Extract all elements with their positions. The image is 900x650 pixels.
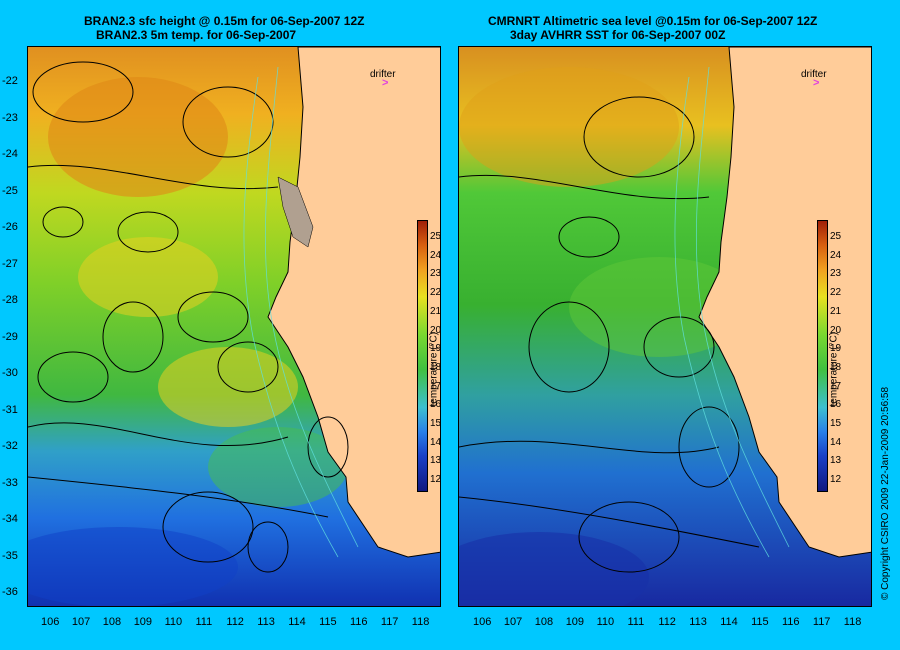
x-tick-label: 106 <box>473 616 492 628</box>
colorbar-tick-label: 21 <box>430 305 441 317</box>
colorbar-tick-label: 19 <box>430 343 441 355</box>
right-map-svg <box>459 47 871 606</box>
x-tick-label: 112 <box>658 616 676 628</box>
y-tick-label: -24 <box>2 148 18 160</box>
colorbar-tick-label: 22 <box>430 287 441 299</box>
x-tick-label: 106 <box>41 616 60 628</box>
x-tick-label: 107 <box>71 616 91 628</box>
x-tick-label: 117 <box>812 616 831 628</box>
colorbar-tick-label: 18 <box>830 361 842 373</box>
x-tick-label: 114 <box>720 616 738 628</box>
right-title-line2: 3day AVHRR SST for 06-Sep-2007 00Z <box>510 28 726 42</box>
x-tick-label: 117 <box>380 616 399 628</box>
y-tick-label: -30 <box>2 367 18 379</box>
right-map-panel: temperature (°C) 25 24 23 22 21 20 19 18 17 16 15 1… <box>458 46 872 607</box>
colorbar-tick-label: 20 <box>830 324 842 336</box>
colorbar-tick-label: 24 <box>830 249 842 261</box>
colorbar-tick-label: 21 <box>830 305 842 317</box>
colorbar-tick-label: 24 <box>430 249 441 261</box>
x-tick-label: 107 <box>503 616 523 628</box>
left-colorbar: temperature (°C) <box>417 220 440 492</box>
colorbar-tick-label: 15 <box>430 418 441 429</box>
x-tick-label: 109 <box>565 616 585 628</box>
y-tick-label: -23 <box>2 111 18 124</box>
colorbar-tick-label: 15 <box>830 418 842 429</box>
y-tick-label: -22 <box>2 75 18 87</box>
x-tick-label: 108 <box>534 616 554 628</box>
x-tick-label: 108 <box>102 616 122 628</box>
x-tick-label: 118 <box>843 616 862 628</box>
y-tick-label: -35 <box>2 549 18 562</box>
y-tick-label: -28 <box>2 294 18 306</box>
x-tick-label: 110 <box>596 616 615 628</box>
colorbar-tick-label: 16 <box>830 399 842 411</box>
x-tick-label: 111 <box>627 616 645 628</box>
left-map-panel: temperature (°C) 25 24 23 22 21 20 19 18 17 16 15 1… <box>27 46 441 607</box>
left-title-line1: BRAN2.3 sfc height @ 0.15m for 06-Sep-20… <box>84 14 365 28</box>
x-tick-label: 115 <box>319 616 337 628</box>
right-colorbar: temperature (°C) <box>817 220 840 492</box>
colorbar-tick-label: 16 <box>430 399 441 411</box>
copyright-text: © Copyright CSIRO 2009 22-Jan-2009 20:56… <box>880 386 891 600</box>
colorbar-tick-label: 19 <box>830 343 842 355</box>
colorbar-tick-label: 25 <box>830 231 842 242</box>
x-tick-label: 114 <box>288 616 306 628</box>
y-tick-label: -31 <box>2 403 18 416</box>
x-tick-label: 115 <box>751 616 769 628</box>
x-tick-label: 118 <box>411 616 430 628</box>
x-tick-label: 116 <box>350 616 368 628</box>
colorbar-tick-label: 18 <box>430 361 441 373</box>
y-tick-label: -26 <box>2 221 18 233</box>
colorbar-tick-label: 23 <box>430 268 441 280</box>
left-drifter-label: drifter <box>370 69 396 80</box>
x-tick-label: 110 <box>164 616 183 628</box>
y-tick-label: -29 <box>2 330 18 343</box>
left-map-svg <box>28 47 440 606</box>
x-tick-label: 113 <box>257 616 275 628</box>
colorbar-tick-label: 17 <box>430 380 441 392</box>
y-tick-label: -34 <box>2 513 18 525</box>
left-drifter-marker: > <box>382 77 389 89</box>
y-tick-label: -32 <box>2 440 18 452</box>
colorbar-tick-label: 13 <box>830 455 842 467</box>
colorbar-tick-label: 12 <box>430 474 441 486</box>
y-tick-label: -33 <box>2 476 18 489</box>
x-tick-label: 109 <box>133 616 153 628</box>
right-drifter-marker: > <box>813 77 820 89</box>
y-tick-label: -36 <box>2 586 18 598</box>
colorbar-tick-label: 14 <box>830 436 842 448</box>
colorbar-tick-label: 23 <box>830 268 842 280</box>
x-tick-label: 113 <box>689 616 707 628</box>
colorbar-tick-label: 12 <box>830 474 842 486</box>
x-tick-label: 112 <box>226 616 244 628</box>
colorbar-tick-label: 20 <box>430 324 441 336</box>
colorbar-tick-label: 22 <box>830 287 842 299</box>
colorbar-tick-label: 17 <box>830 380 842 392</box>
right-drifter-label: drifter <box>801 69 827 80</box>
x-tick-label: 111 <box>195 616 213 628</box>
left-title-line2: BRAN2.3 5m temp. for 06-Sep-2007 <box>96 28 297 42</box>
colorbar-tick-label: 13 <box>430 455 441 467</box>
right-title-line1: CMRNRT Altimetric sea level @0.15m for 0… <box>488 14 818 28</box>
colorbar-tick-label: 25 <box>430 231 441 242</box>
y-tick-label: -25 <box>2 184 18 197</box>
y-tick-label: -27 <box>2 257 18 270</box>
colorbar-tick-label: 14 <box>430 436 441 448</box>
x-tick-label: 116 <box>782 616 800 628</box>
